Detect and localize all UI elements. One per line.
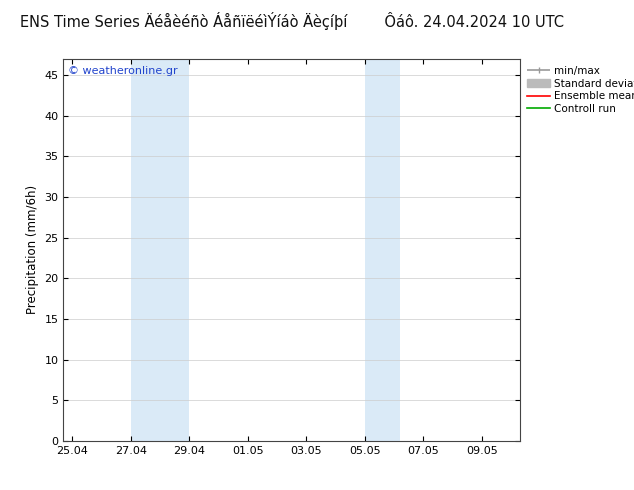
- Text: © weatheronline.gr: © weatheronline.gr: [68, 67, 178, 76]
- Bar: [365, 59, 400, 441]
- Legend: min/max, Standard deviation, Ensemble mean run, Controll run: min/max, Standard deviation, Ensemble me…: [525, 64, 634, 116]
- Text: ENS Time Series Äéåèéñò ÁåñïëéìÝíáò Äèçíþí        Ôáô. 24.04.2024 10 UTC: ENS Time Series Äéåèéñò ÁåñïëéìÝíáò Äèçí…: [20, 12, 564, 30]
- Y-axis label: Precipitation (mm/6h): Precipitation (mm/6h): [26, 185, 39, 315]
- Bar: [131, 59, 189, 441]
